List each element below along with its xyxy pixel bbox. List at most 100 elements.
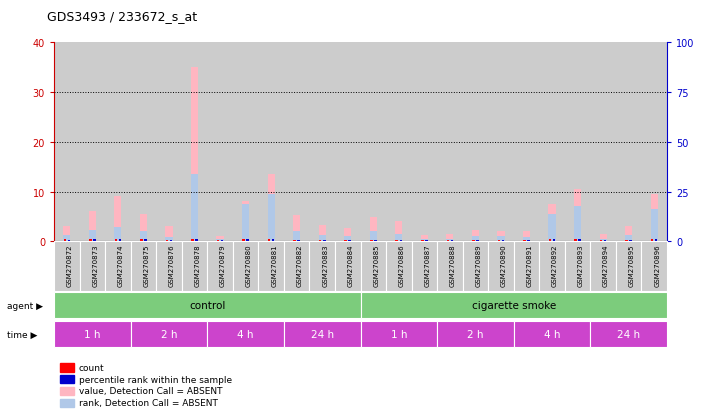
Bar (599, 239, 606, 242)
Bar (386, 242, 412, 291)
Bar (412, 242, 437, 291)
Bar (360, 43, 386, 242)
Bar (54, 43, 79, 242)
Text: cigarette smoke: cigarette smoke (472, 301, 556, 311)
Bar (539, 43, 565, 242)
Text: GSM270876: GSM270876 (169, 244, 175, 287)
Bar (565, 242, 590, 291)
Bar (191, 175, 198, 242)
Bar (463, 242, 488, 291)
Bar (472, 231, 479, 242)
Bar (293, 232, 300, 242)
Bar (549, 240, 552, 242)
Bar (182, 242, 208, 291)
Bar (488, 242, 514, 291)
Bar (242, 239, 245, 242)
Bar (574, 207, 581, 242)
Bar (298, 240, 300, 242)
Bar (590, 242, 616, 291)
Bar (523, 241, 526, 242)
Text: GSM270892: GSM270892 (552, 244, 558, 287)
Bar (565, 43, 590, 242)
Bar (463, 43, 488, 242)
Text: time ▶: time ▶ (7, 330, 37, 339)
Bar (68, 240, 70, 242)
Bar (284, 242, 309, 291)
Text: GSM270896: GSM270896 (654, 244, 660, 287)
Bar (650, 209, 658, 242)
Bar (267, 175, 275, 242)
Bar (63, 227, 71, 242)
Text: percentile rank within the sample: percentile rank within the sample (79, 375, 231, 384)
Bar (242, 202, 249, 242)
Bar (348, 241, 351, 242)
Text: GSM270895: GSM270895 (629, 244, 634, 287)
Bar (216, 240, 224, 242)
Text: GSM270885: GSM270885 (373, 244, 379, 287)
Bar (217, 240, 219, 242)
Bar (345, 240, 347, 242)
Bar (446, 241, 449, 242)
Bar (651, 239, 653, 242)
Bar (497, 232, 505, 242)
Bar (616, 242, 642, 291)
Text: GSM270882: GSM270882 (296, 244, 303, 287)
Text: 4 h: 4 h (237, 330, 254, 339)
Bar (590, 321, 667, 348)
Bar (399, 240, 402, 242)
Bar (63, 236, 71, 242)
Bar (89, 231, 96, 242)
Bar (221, 241, 224, 242)
Bar (79, 242, 105, 291)
Bar (165, 227, 172, 242)
Bar (412, 43, 437, 242)
Text: GSM270890: GSM270890 (501, 244, 507, 287)
Text: GSM270887: GSM270887 (425, 244, 430, 287)
Bar (344, 229, 351, 242)
Bar (140, 214, 147, 242)
Text: 24 h: 24 h (617, 330, 640, 339)
Bar (156, 242, 182, 291)
Bar (502, 241, 504, 242)
Bar (144, 240, 147, 242)
Bar (578, 239, 581, 242)
Bar (437, 43, 463, 242)
Bar (182, 43, 208, 242)
Text: GDS3493 / 233672_s_at: GDS3493 / 233672_s_at (47, 10, 197, 23)
Bar (344, 237, 351, 242)
Text: GSM270880: GSM270880 (246, 244, 252, 287)
Bar (208, 43, 233, 242)
Bar (396, 240, 398, 242)
Bar (191, 239, 194, 242)
Bar (54, 242, 79, 291)
Bar (216, 237, 224, 242)
Bar (625, 227, 632, 242)
Text: GSM270893: GSM270893 (578, 244, 583, 287)
Bar (208, 242, 233, 291)
Bar (89, 212, 96, 242)
Bar (476, 241, 479, 242)
Bar (319, 236, 326, 242)
Bar (421, 236, 428, 242)
Text: 4 h: 4 h (544, 330, 560, 339)
Bar (63, 239, 66, 242)
Text: 2 h: 2 h (467, 330, 484, 339)
Bar (446, 239, 454, 242)
Text: GSM270874: GSM270874 (118, 244, 124, 287)
Bar (105, 242, 131, 291)
Bar (513, 43, 539, 242)
Bar (140, 239, 143, 242)
Bar (166, 241, 168, 242)
Text: GSM270884: GSM270884 (348, 244, 354, 287)
Bar (61, 399, 74, 407)
Bar (233, 43, 258, 242)
Bar (105, 43, 131, 242)
Bar (335, 242, 360, 291)
Text: GSM270886: GSM270886 (399, 244, 404, 287)
Bar (247, 239, 249, 242)
Bar (115, 228, 121, 242)
Bar (616, 43, 642, 242)
Bar (472, 240, 474, 242)
Bar (131, 43, 156, 242)
Bar (267, 195, 275, 242)
